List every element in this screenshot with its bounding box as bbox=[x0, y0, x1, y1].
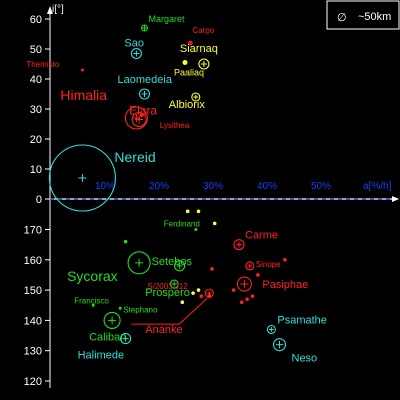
x-tick-label: 40% bbox=[257, 181, 277, 192]
moon-label: Paaliaq bbox=[174, 68, 204, 78]
y-tick-label: 130 bbox=[24, 346, 42, 358]
y-tick-label: 30 bbox=[30, 104, 42, 116]
moon-point bbox=[91, 303, 95, 307]
legend-box bbox=[326, 0, 400, 30]
y-tick-label: 60 bbox=[30, 14, 42, 26]
moon-point bbox=[80, 68, 84, 72]
moon-point bbox=[212, 221, 217, 226]
tick-marks: 10% 20% 30% 40% 50% 0 10 20 30 40 50 60 120 130 140 150… bbox=[24, 14, 331, 388]
moon-label: Psamathe bbox=[277, 314, 327, 326]
moon-point bbox=[199, 294, 203, 298]
moon-label: Ferdinand bbox=[164, 220, 200, 229]
moon-point bbox=[239, 300, 244, 305]
moon-label: Siarnaq bbox=[180, 43, 218, 55]
y-axis-arrow-icon bbox=[47, 6, 53, 14]
moon-point bbox=[210, 267, 214, 271]
moon-label: Themisto bbox=[26, 60, 59, 69]
moon-circle-mark bbox=[127, 251, 151, 275]
ananke-leader-line bbox=[131, 297, 208, 325]
y-tick-label: 20 bbox=[30, 134, 42, 146]
moon-label: Lysithea bbox=[160, 121, 190, 130]
y-tick-label: 170 bbox=[24, 225, 42, 237]
legend-text: ~50km bbox=[358, 11, 391, 23]
moon-point bbox=[185, 209, 190, 214]
moon-point bbox=[182, 60, 188, 65]
moon-circle-mark bbox=[48, 144, 116, 212]
size-legend: ∅ ~50km bbox=[326, 0, 400, 30]
moon-label: Prospero bbox=[145, 287, 190, 299]
moon-point bbox=[194, 228, 198, 231]
moon-circle-mark bbox=[131, 111, 147, 128]
moon-label: Neso bbox=[292, 353, 318, 365]
y-tick-label: 150 bbox=[24, 285, 42, 297]
moon-label: Setebos bbox=[152, 256, 193, 268]
moon-circle-mark bbox=[124, 106, 148, 130]
moon-circle-mark bbox=[266, 324, 276, 335]
moon-circle-mark bbox=[272, 338, 287, 352]
x-axis-label: a[%/h] bbox=[363, 181, 392, 192]
moon-label: Stephano bbox=[123, 305, 158, 314]
y-tick-label: 0 bbox=[36, 194, 42, 206]
legend-symbol-icon: ∅ bbox=[337, 12, 347, 24]
moon-label: Pasiphae bbox=[262, 279, 308, 291]
x-tick-label: 20% bbox=[149, 181, 169, 192]
moon-point bbox=[245, 297, 249, 301]
x-tick-label: 30% bbox=[203, 181, 223, 192]
moon-point bbox=[207, 294, 212, 299]
axes: i[°] a[%/h] bbox=[47, 4, 399, 388]
moon-label: Halimede bbox=[78, 350, 124, 362]
moon-circle-mark bbox=[236, 276, 252, 292]
moon-circle-mark bbox=[191, 92, 201, 102]
x-tick-label: 50% bbox=[311, 181, 331, 192]
moon-point bbox=[180, 300, 185, 305]
y-tick-label: 40 bbox=[30, 74, 42, 86]
moon-circle-mark bbox=[233, 239, 245, 251]
y-tick-label: 140 bbox=[24, 315, 42, 327]
moon-circle-mark bbox=[120, 333, 132, 345]
moon-label: Ananke bbox=[145, 324, 182, 336]
y-tick-label: 120 bbox=[24, 376, 42, 388]
moon-circle-mark bbox=[245, 261, 255, 271]
moon-labels: Margaret Sao Carpo Siarnaq Themisto PaaliaqLa… bbox=[26, 14, 327, 365]
moon-label: Laomedeia bbox=[118, 74, 173, 86]
moon-label: Sinope bbox=[256, 260, 281, 269]
x-axis-arrow-icon bbox=[392, 196, 399, 202]
moon-point bbox=[196, 288, 201, 292]
moon-label: Margaret bbox=[149, 14, 186, 24]
y-tick-label: 50 bbox=[30, 44, 42, 56]
moon-point bbox=[250, 294, 255, 298]
moon-point bbox=[231, 288, 236, 292]
moon-point bbox=[139, 113, 144, 117]
moon-label: Sao bbox=[124, 38, 144, 50]
moon-point bbox=[196, 209, 201, 214]
moon-label: Sycorax bbox=[67, 268, 118, 284]
moon-marks bbox=[48, 24, 287, 352]
y-tick-label: 10 bbox=[30, 164, 42, 176]
moon-label: Nereid bbox=[114, 149, 155, 165]
moon-point bbox=[283, 258, 287, 262]
x-tick-label: 10% bbox=[95, 181, 115, 192]
moon-point bbox=[191, 291, 195, 295]
moon-circle-mark bbox=[169, 279, 179, 289]
moon-point bbox=[118, 306, 122, 310]
moon-circle-mark bbox=[198, 58, 210, 70]
y-tick-label: 160 bbox=[24, 255, 42, 267]
moon-label: Caliban bbox=[89, 331, 126, 343]
moon-label: Francisco bbox=[74, 296, 109, 305]
moon-circle-mark bbox=[103, 311, 121, 329]
moon-label: Carme bbox=[245, 230, 278, 242]
moon-point bbox=[123, 239, 128, 244]
moon-circle-mark bbox=[174, 260, 186, 272]
moon-label: Elara bbox=[129, 104, 157, 118]
moon-point bbox=[256, 273, 260, 277]
moon-circle-mark bbox=[130, 47, 142, 60]
moon-label: S/2003 J12 bbox=[147, 282, 188, 291]
y-axis-label: i[°] bbox=[52, 4, 64, 15]
moon-label: Carpo bbox=[192, 26, 214, 35]
moon-label: Albiorix bbox=[169, 99, 206, 111]
moon-circle-mark bbox=[138, 88, 151, 100]
moon-label: Himalia bbox=[60, 87, 107, 103]
